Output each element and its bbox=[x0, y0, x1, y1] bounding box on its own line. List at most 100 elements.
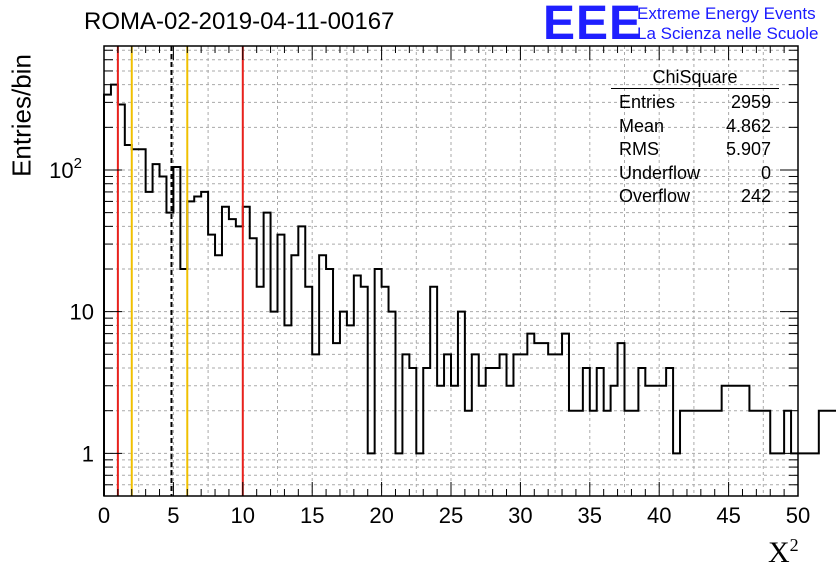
stats-row-overflow: Overflow 242 bbox=[611, 185, 779, 209]
histogram-bin bbox=[146, 192, 153, 496]
histogram-bin bbox=[645, 386, 652, 496]
histogram-bin bbox=[111, 85, 118, 496]
histogram-bin bbox=[666, 368, 673, 496]
histogram-bin bbox=[805, 453, 812, 496]
x-axis-label-main: X bbox=[768, 536, 790, 569]
histogram-bin bbox=[236, 226, 243, 496]
chart-title: ROMA-02-2019-04-11-00167 bbox=[84, 8, 395, 35]
histogram-bin bbox=[819, 411, 826, 496]
stats-row-mean: Mean 4.862 bbox=[611, 115, 779, 139]
x-tick-label: 50 bbox=[786, 503, 810, 528]
histogram-bin bbox=[534, 343, 541, 496]
stats-title: ChiSquare bbox=[611, 66, 779, 89]
stats-label: Overflow bbox=[619, 186, 691, 206]
stats-value: 4.862 bbox=[725, 115, 771, 136]
histogram-bin bbox=[187, 201, 194, 496]
histogram-bin bbox=[243, 207, 250, 496]
x-tick-label: 30 bbox=[508, 503, 532, 528]
histogram-bin bbox=[548, 354, 555, 496]
histogram-bin bbox=[125, 145, 132, 496]
stats-label: Entries bbox=[619, 92, 676, 112]
x-axis-label: X2 bbox=[768, 535, 799, 570]
x-tick-label: 35 bbox=[578, 503, 602, 528]
histogram-bin bbox=[611, 386, 618, 496]
histogram-bin bbox=[153, 164, 160, 496]
x-tick-label: 45 bbox=[716, 503, 740, 528]
histogram-bin bbox=[458, 312, 465, 496]
stats-value: 242 bbox=[740, 186, 771, 206]
stats-row-rms: RMS 5.907 bbox=[611, 138, 779, 162]
stats-label: Mean bbox=[619, 115, 665, 136]
histogram-bin bbox=[180, 269, 187, 496]
x-tick-label: 25 bbox=[439, 503, 463, 528]
x-tick-label: 20 bbox=[369, 503, 393, 528]
histogram-bin bbox=[500, 354, 507, 496]
y-tick-label-main: 1 bbox=[82, 441, 94, 466]
stats-label: RMS bbox=[619, 139, 659, 159]
histogram-bin bbox=[194, 196, 201, 496]
histogram-bin bbox=[507, 386, 514, 496]
logo-line-2: La Scienza nelle Scuole bbox=[637, 24, 819, 43]
histogram-bin bbox=[201, 192, 208, 496]
stats-value: 5.907 bbox=[725, 139, 771, 159]
histogram-bin bbox=[451, 386, 458, 496]
x-tick-label: 10 bbox=[231, 503, 255, 528]
histogram-bin bbox=[160, 176, 167, 496]
histogram-outline bbox=[103, 83, 836, 496]
histogram-bin bbox=[278, 235, 285, 496]
histogram-bin bbox=[826, 411, 833, 496]
histogram-bin bbox=[479, 386, 486, 496]
histogram-bin bbox=[812, 453, 819, 496]
histogram-bin bbox=[722, 386, 729, 496]
histogram-bin bbox=[340, 312, 347, 496]
stats-value: 2959 bbox=[730, 92, 771, 112]
y-tick-label-main: 10 bbox=[49, 158, 73, 183]
logo-mark: EEE bbox=[543, 0, 643, 50]
histogram-bin bbox=[104, 95, 111, 496]
histogram-bin bbox=[520, 354, 527, 496]
stats-label: Underflow bbox=[619, 162, 701, 183]
histogram-bin bbox=[527, 334, 534, 496]
histogram-bin bbox=[729, 386, 736, 496]
histogram-bin bbox=[638, 368, 645, 496]
logo-line-1: Extreme Energy Events bbox=[637, 4, 816, 23]
histogram-bin bbox=[222, 207, 229, 496]
histogram-bin bbox=[375, 269, 382, 496]
histogram-bin bbox=[798, 453, 805, 496]
stats-box: ChiSquare Entries 2959 Mean 4.862 RMS 5.907 Un… bbox=[611, 66, 779, 209]
histogram-bin bbox=[597, 368, 604, 496]
y-tick-label-main: 10 bbox=[70, 300, 94, 325]
stats-row-underflow: Underflow 0 bbox=[611, 162, 779, 186]
histogram-bin bbox=[298, 226, 305, 496]
histogram-bin bbox=[736, 386, 743, 496]
histogram-bin bbox=[583, 368, 590, 496]
x-tick-label: 40 bbox=[647, 503, 671, 528]
x-axis-label-sup: 2 bbox=[789, 535, 799, 555]
histogram-bin bbox=[659, 386, 666, 496]
stats-row-entries: Entries 2959 bbox=[611, 91, 779, 115]
histogram-bin bbox=[486, 368, 493, 496]
histogram-bin bbox=[208, 235, 215, 496]
x-tick-label: 5 bbox=[167, 503, 179, 528]
y-tick-label: 1 bbox=[82, 441, 94, 466]
histogram-bin bbox=[437, 386, 444, 496]
histogram-bin bbox=[402, 354, 409, 496]
y-tick-label-sup: 2 bbox=[74, 155, 82, 172]
histogram-bin bbox=[472, 354, 479, 496]
histogram-bin bbox=[493, 368, 500, 496]
x-tick-label: 15 bbox=[300, 503, 324, 528]
histogram-bin bbox=[173, 167, 180, 496]
histogram-bin bbox=[118, 104, 125, 496]
histogram-bin bbox=[312, 354, 319, 496]
histogram-bin bbox=[618, 343, 625, 496]
histogram-bin bbox=[513, 354, 520, 496]
histogram-bin bbox=[444, 354, 451, 496]
stats-value: 0 bbox=[760, 162, 771, 183]
histogram-bin bbox=[562, 334, 569, 496]
histogram-bin bbox=[326, 269, 333, 496]
histogram-bin bbox=[409, 368, 416, 496]
x-tick-label: 0 bbox=[98, 503, 110, 528]
histogram-bin bbox=[333, 343, 340, 496]
histogram-bin bbox=[271, 312, 278, 496]
